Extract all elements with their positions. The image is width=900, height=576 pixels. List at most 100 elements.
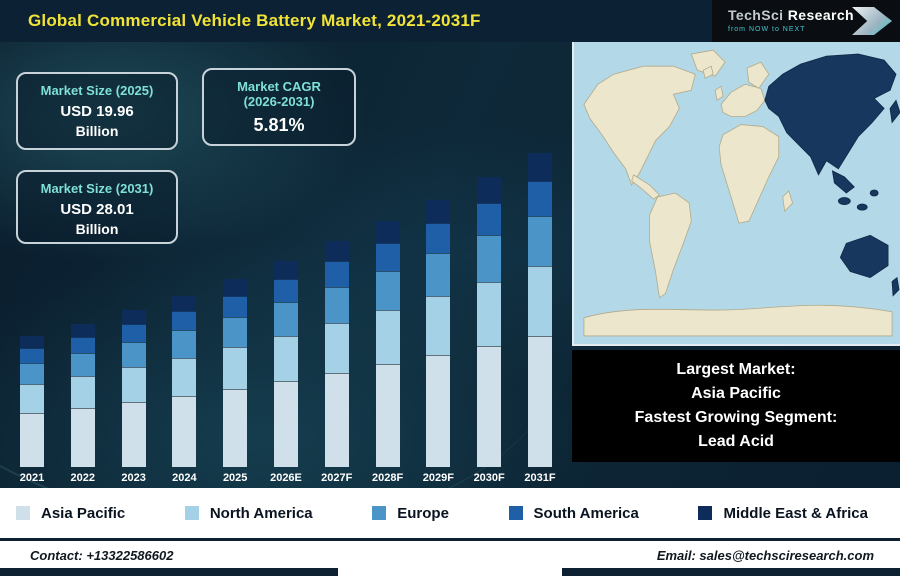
- x-axis-label-2028f: 2028F: [371, 472, 404, 484]
- bar-segment-north-america: [223, 347, 248, 389]
- market-cagr-title-line1: Market CAGR: [237, 79, 321, 94]
- bar-segment-north-america: [324, 323, 349, 373]
- continent-australia-highlighted: [839, 234, 889, 279]
- continent-asia-highlighted: [764, 53, 897, 176]
- bar-segment-middle-east-africa: [375, 221, 400, 243]
- page-title: Global Commercial Vehicle Battery Market…: [28, 11, 481, 30]
- x-axis-label-2022: 2022: [70, 472, 96, 484]
- bar-segment-asia-pacific: [273, 381, 298, 467]
- legend-swatch-north-america: [184, 506, 199, 520]
- continent-north-america: [583, 65, 696, 186]
- header-bar: Global Commercial Vehicle Battery Market…: [0, 0, 900, 42]
- island-philippines: [869, 189, 879, 197]
- x-axis-label-2023: 2023: [121, 472, 146, 484]
- region-southeast-asia-highlighted: [831, 170, 855, 194]
- bar-column-2021: 2021: [10, 336, 54, 484]
- footer-accent-bar-right: [562, 568, 900, 576]
- bar-column-2028f: 2028F: [366, 221, 410, 484]
- stacked-bar: [527, 152, 552, 467]
- bar-segment-south-america: [70, 336, 95, 353]
- logo-tagline: from NOW to NEXT: [728, 25, 806, 33]
- bar-segment-europe: [273, 302, 298, 336]
- legend-swatch-europe: [372, 506, 387, 520]
- market-size-2025-value: USD 19.96: [60, 103, 134, 120]
- continent-antarctica: [583, 304, 893, 337]
- bar-segment-asia-pacific: [20, 412, 44, 467]
- bar-segment-asia-pacific: [375, 364, 400, 467]
- logo-brand: TechSci Research: [728, 8, 854, 23]
- bar-segment-south-america: [223, 295, 248, 317]
- bar-segment-south-america: [20, 347, 44, 363]
- bar-segment-north-america: [375, 310, 400, 365]
- bar-segment-middle-east-africa: [426, 199, 451, 224]
- market-size-2025-title: Market Size (2025): [40, 83, 154, 98]
- bar-segment-middle-east-africa: [273, 260, 298, 279]
- bar-column-2026e: 2026E: [264, 260, 308, 484]
- legend-item-south-america: South America: [508, 504, 639, 522]
- bar-segment-south-america: [324, 261, 349, 287]
- bars-container: 2021 2022 2023 2024 2025 2026E 2027F 2028F 2029F…: [10, 136, 562, 484]
- chart-legend: Asia Pacific North America Europe South Ame…: [0, 488, 900, 538]
- bar-segment-europe: [70, 352, 95, 377]
- legend-label-south-america: South America: [533, 504, 639, 522]
- market-size-2031-title: Market Size (2031): [40, 181, 154, 196]
- bar-segment-north-america: [172, 357, 197, 396]
- stacked-bar: [70, 324, 95, 467]
- stacked-bar: [20, 336, 44, 467]
- bar-column-2027f: 2027F: [315, 241, 359, 484]
- callout-line-fastest-segment-label: Fastest Growing Segment:: [634, 409, 838, 426]
- logo-arrow-icon: [852, 7, 892, 35]
- x-axis-label-2021: 2021: [19, 472, 45, 484]
- contact-email: Email: sales@techsciresearch.com: [656, 548, 874, 563]
- bar-segment-middle-east-africa: [121, 309, 146, 324]
- x-axis-label-2029f: 2029F: [422, 472, 454, 484]
- bar-segment-north-america: [477, 281, 502, 346]
- bar-segment-asia-pacific: [426, 355, 451, 467]
- stacked-bar: [426, 199, 451, 467]
- bar-segment-middle-east-africa: [324, 241, 349, 262]
- bar-segment-south-america: [477, 202, 502, 236]
- x-axis-label-2031f: 2031F: [524, 472, 556, 484]
- market-size-2025-box: Market Size (2025) USD 19.96 Billion: [16, 72, 178, 150]
- bar-segment-europe: [375, 270, 400, 311]
- continent-europe: [720, 83, 766, 117]
- bar-segment-europe: [426, 253, 451, 297]
- island-japan: [889, 99, 900, 124]
- market-size-2031-box: Market Size (2031) USD 28.01 Billion: [16, 170, 178, 244]
- bar-column-2030f: 2030F: [467, 176, 511, 484]
- legend-label-middle-east-africa: Middle East & Africa: [723, 504, 868, 522]
- bar-segment-north-america: [20, 383, 44, 413]
- callout-line-largest-market-value: Asia Pacific: [691, 385, 781, 402]
- legend-label-north-america: North America: [209, 504, 313, 522]
- island-new-guinea: [856, 203, 868, 211]
- bar-column-2029f: 2029F: [416, 199, 460, 484]
- logo-brand-part1: TechSci: [728, 7, 788, 24]
- stacked-bar: [121, 309, 146, 468]
- bar-segment-north-america: [70, 376, 95, 408]
- x-axis-label-2027f: 2027F: [321, 472, 353, 484]
- legend-label-europe: Europe: [397, 504, 449, 522]
- region-scandinavia: [746, 61, 770, 89]
- world-map: [574, 42, 900, 344]
- bar-segment-europe: [20, 362, 44, 384]
- stacked-bar: [477, 176, 502, 468]
- island-uk: [714, 85, 724, 102]
- callout-line-fastest-segment-value: Lead Acid: [698, 433, 774, 450]
- bar-segment-asia-pacific: [121, 401, 146, 468]
- bar-segment-europe: [223, 316, 248, 348]
- bar-segment-europe: [121, 341, 146, 368]
- legend-item-europe: Europe: [372, 505, 449, 522]
- bar-segment-asia-pacific: [172, 395, 197, 467]
- island-indonesia: [837, 197, 851, 205]
- world-map-panel: [572, 42, 900, 346]
- bar-segment-south-america: [172, 310, 197, 331]
- stacked-bar: [172, 295, 197, 467]
- bar-segment-middle-east-africa: [172, 295, 197, 311]
- bar-segment-asia-pacific: [223, 388, 248, 467]
- bar-segment-asia-pacific: [477, 345, 502, 468]
- legend-item-asia-pacific: Asia Pacific: [16, 505, 125, 522]
- legend-swatch-asia-pacific: [16, 506, 30, 520]
- bar-segment-asia-pacific: [527, 335, 552, 467]
- bar-segment-asia-pacific: [70, 407, 95, 467]
